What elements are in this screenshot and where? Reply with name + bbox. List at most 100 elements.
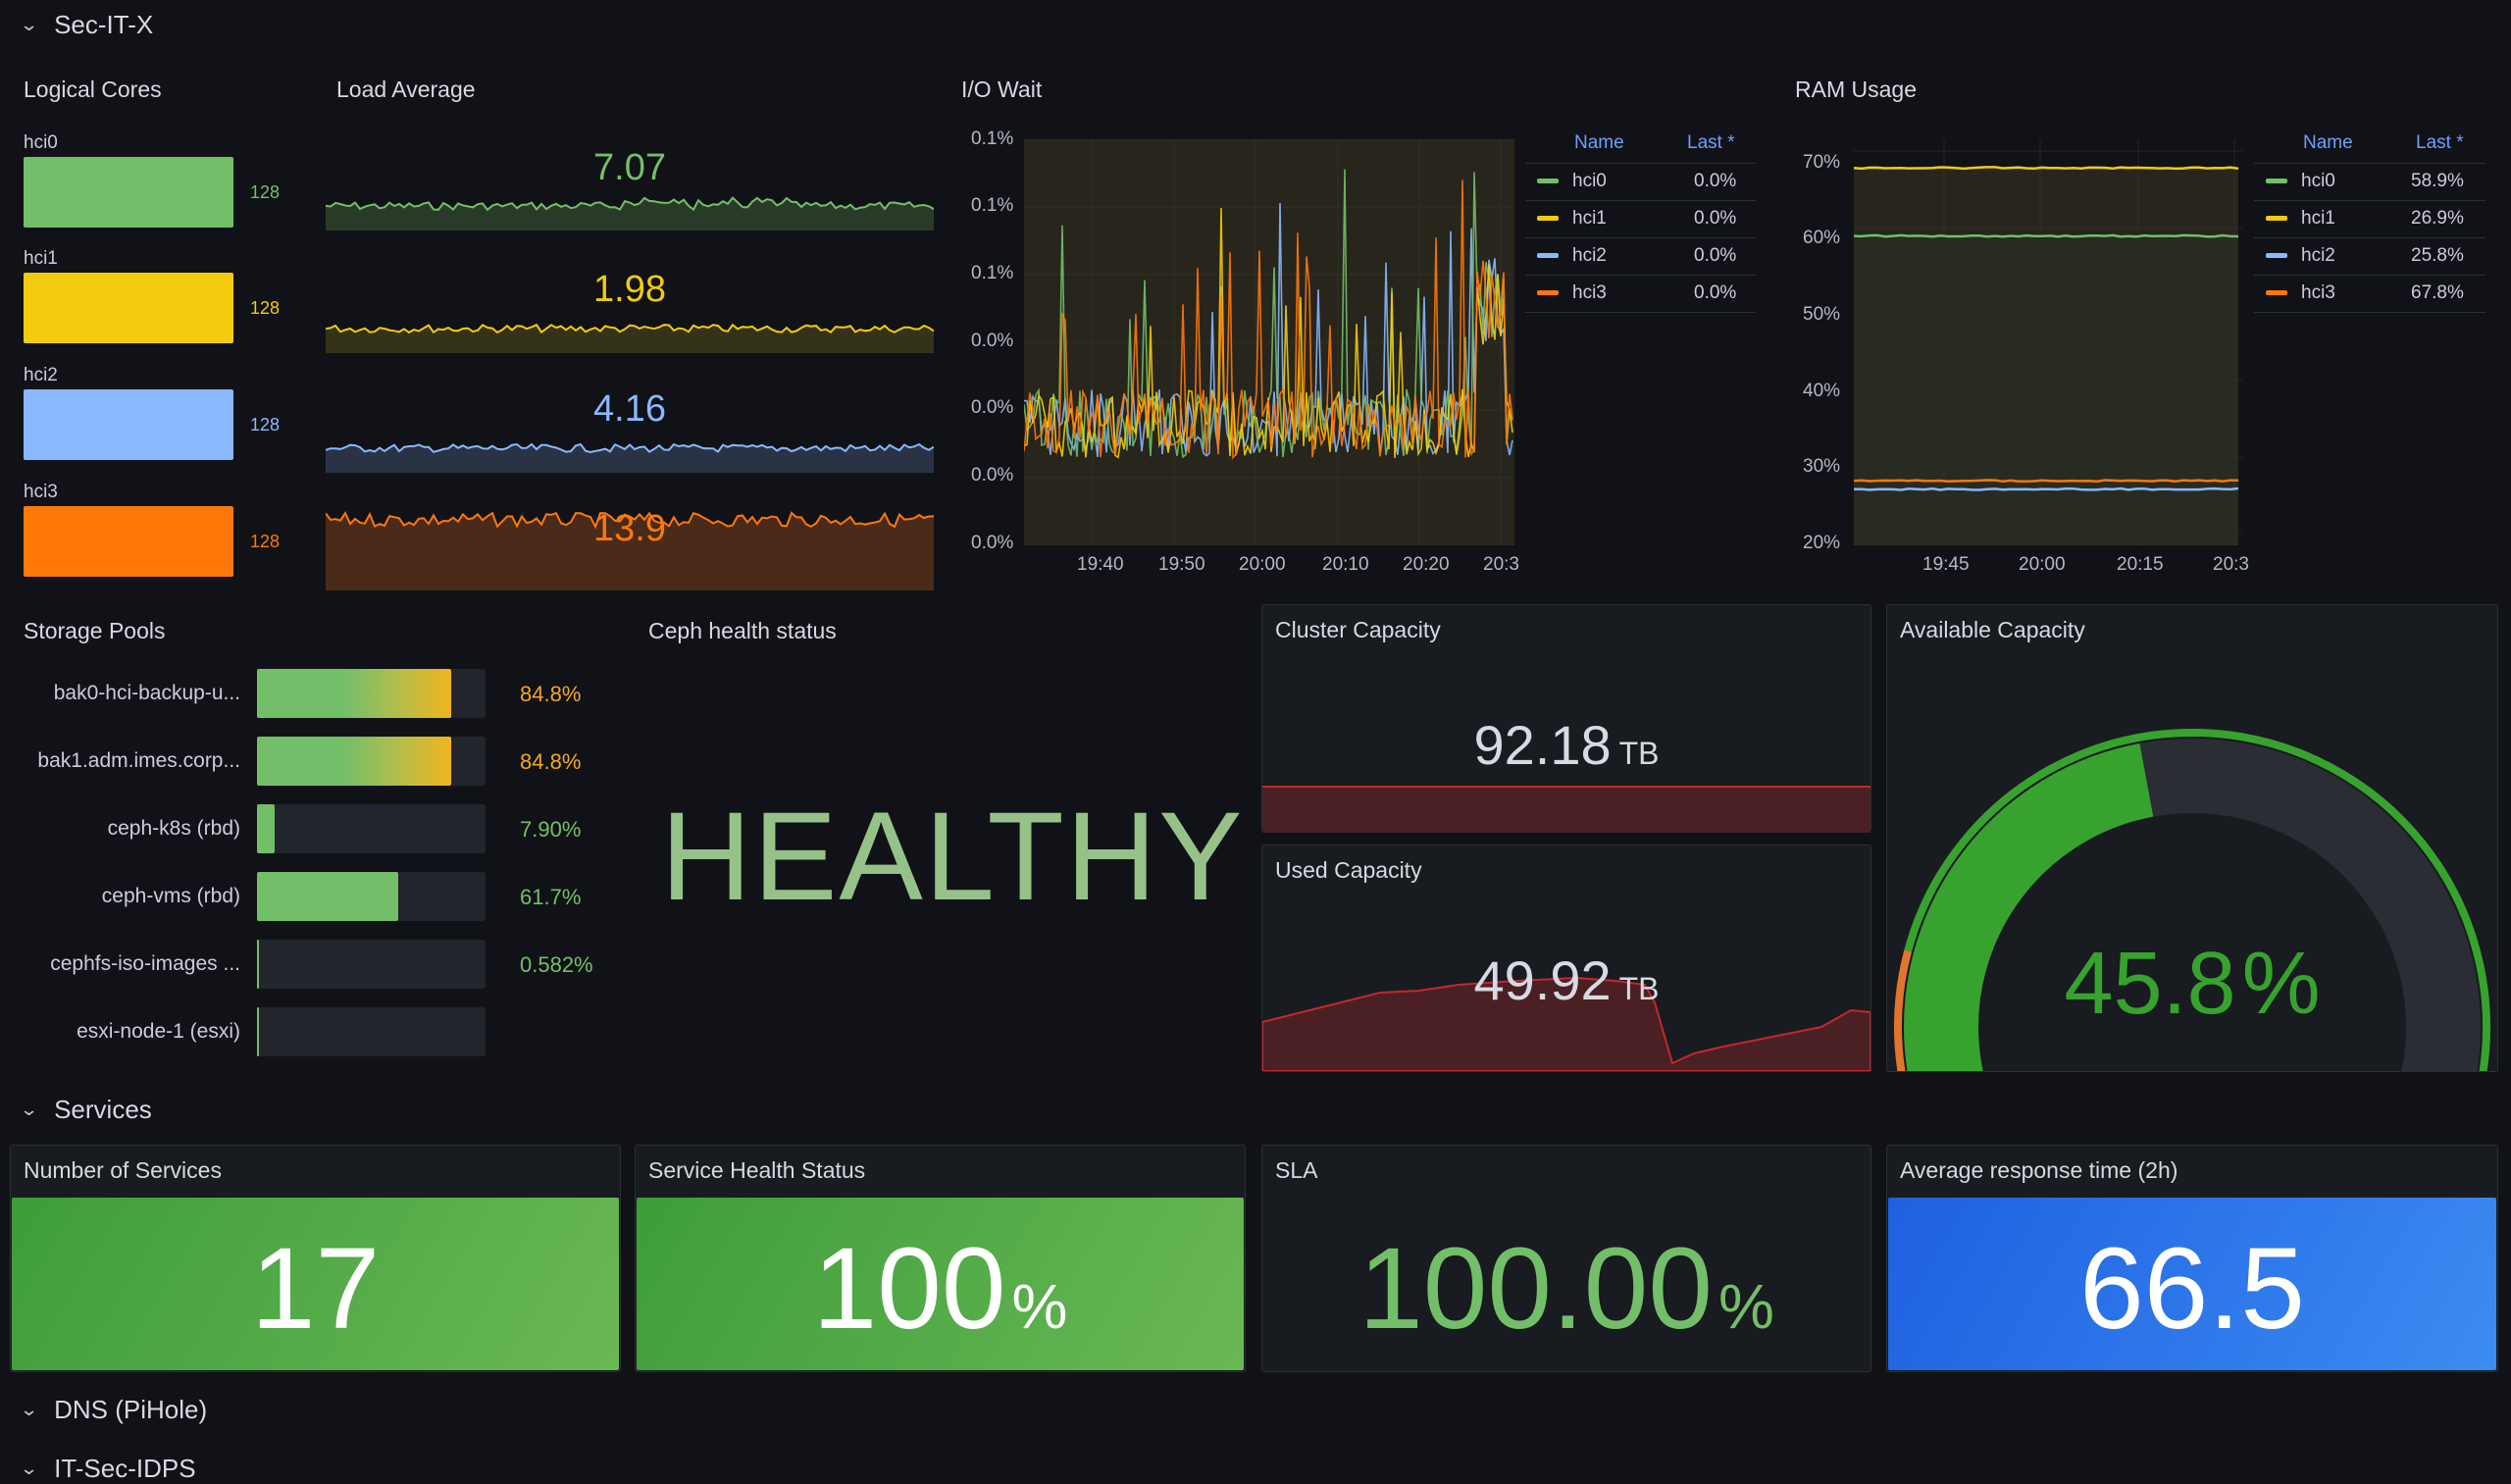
legend-item[interactable]: hci3 [2266,282,2335,304]
panel-available-capacity: Available Capacity 45.8% [1886,604,2498,1072]
legend-header-last[interactable]: Last * [1687,132,1735,153]
legend-item[interactable]: hci0 [2266,171,2335,192]
legend-last-value: 58.9% [2411,171,2464,191]
ram-series-line [1854,166,2239,171]
io-area [1024,139,1514,545]
panel-title[interactable]: Average response time (2h) [1900,1157,2178,1183]
core-bar [24,157,233,228]
legend-name: hci0 [2301,171,2335,191]
y-tick: 50% [1803,304,1841,325]
core-value: 128 [250,298,281,318]
pool-label: bak0-hci-backup-u... [53,682,240,704]
legend-item[interactable]: hci1 [2266,208,2335,230]
load-area [326,325,934,353]
y-tick: 0.1% [971,263,1014,283]
legend-item[interactable]: hci1 [1537,208,1607,230]
x-tick: 20:00 [1239,554,1286,575]
legend-item[interactable]: hci3 [1537,282,1607,304]
panel-title[interactable]: Cluster Capacity [1275,617,1441,642]
legend-header-name[interactable]: Name [1574,132,1624,153]
pool-label: ceph-vms (rbd) [101,885,240,907]
panel-title[interactable]: SLA [1275,1157,1318,1183]
row-title: Services [54,1095,152,1124]
stat-sparkline [1262,976,1870,1071]
load-value-hci3: 13.9 [593,508,666,549]
io-series-line [1024,202,1513,457]
y-tick: 70% [1803,152,1841,173]
io-wait-plot[interactable] [1024,139,1514,545]
pool-bar-fill [257,940,259,989]
panel-title-io-wait[interactable]: I/O Wait [961,77,1043,102]
legend-last-value: 25.8% [2411,245,2464,266]
legend-header-last[interactable]: Last * [2416,132,2464,153]
row-header-dns[interactable]: ⌄ DNS (PiHole) [20,1395,207,1425]
pool-value: 61.7% [520,885,582,909]
stat-value: 100% [636,1222,1245,1356]
gauge-threshold-orange [1894,949,1913,1071]
row-title: Sec-IT-X [54,10,154,39]
panel-title[interactable]: Service Health Status [648,1157,866,1183]
legend-swatch [2266,253,2287,259]
panel-title-ram-usage[interactable]: RAM Usage [1795,77,1917,102]
panel-title-logical-cores[interactable]: Logical Cores [24,77,162,102]
row-title: IT-Sec-IDPS [54,1454,196,1483]
stat-background [1888,1198,2496,1370]
legend-swatch [1537,216,1559,222]
y-tick: 60% [1803,228,1841,248]
stat-number: 100 [812,1224,1006,1354]
panel-title-load-average[interactable]: Load Average [336,77,476,102]
row-header-sec-it-x[interactable]: ⌄ Sec-IT-X [20,10,154,40]
legend-item[interactable]: hci2 [2266,245,2335,267]
legend-last-value: 0.0% [1694,208,1737,229]
load-value-hci0: 7.07 [593,147,666,188]
legend-item[interactable]: hci2 [1537,245,1607,267]
y-tick: 0.0% [971,397,1014,418]
stat-number: 92.18 [1473,714,1612,776]
ram-usage-plot[interactable] [1854,139,2242,545]
legend-header-name[interactable]: Name [2303,132,2353,153]
y-tick: 30% [1803,456,1841,477]
x-tick: 20:20 [1403,554,1450,575]
io-series-line [1024,207,1513,459]
load-value-hci1: 1.98 [593,269,666,310]
pool-bar-fill [257,872,398,921]
ram-series-line [1854,233,2239,238]
pool-bar-track [257,940,486,989]
core-label: hci1 [24,248,58,269]
panel-number-of-services: Number of Services 17 [10,1145,621,1372]
legend-last-value: 0.0% [1694,171,1737,191]
panel-title[interactable]: Number of Services [24,1157,222,1183]
legend-item[interactable]: hci0 [1537,171,1607,192]
pool-bar-fill [257,804,275,853]
load-area [326,197,934,230]
pool-value: 0.582% [520,952,593,977]
stat-value: 92.18 TB [1262,713,1870,777]
gauge-value-arc [1904,742,2154,1071]
load-line [326,196,934,212]
stat-unit: TB [1618,736,1660,771]
row-header-services[interactable]: ⌄ Services [20,1095,152,1125]
panel-title-storage-pools[interactable]: Storage Pools [24,618,166,643]
legend-swatch [1537,179,1559,184]
load-line [326,442,934,454]
stat-background [12,1198,619,1370]
row-header-it-sec-idps[interactable]: ⌄ IT-Sec-IDPS [19,1454,196,1484]
legend-swatch [2266,216,2287,222]
legend-name: hci0 [1572,171,1607,191]
legend-last-value: 26.9% [2411,208,2464,229]
load-area [326,444,934,473]
x-tick: 20:15 [2117,554,2164,575]
panel-title[interactable]: Used Capacity [1275,857,1422,883]
x-tick: 19:50 [1158,554,1205,575]
chevron-down-icon: ⌄ [19,1458,39,1478]
pool-label: bak1.adm.imes.corp... [37,749,240,772]
panel-title[interactable]: Available Capacity [1900,617,2085,642]
legend-name: hci2 [1572,245,1607,266]
panel-title-ceph-health[interactable]: Ceph health status [648,618,837,643]
pool-label: ceph-k8s (rbd) [107,817,240,840]
core-label: hci2 [24,365,58,385]
pool-bar-track [257,804,486,853]
panel-service-health: Service Health Status 100% [635,1145,1246,1372]
x-tick: 20:3 [2213,554,2249,575]
core-bar [24,389,233,460]
